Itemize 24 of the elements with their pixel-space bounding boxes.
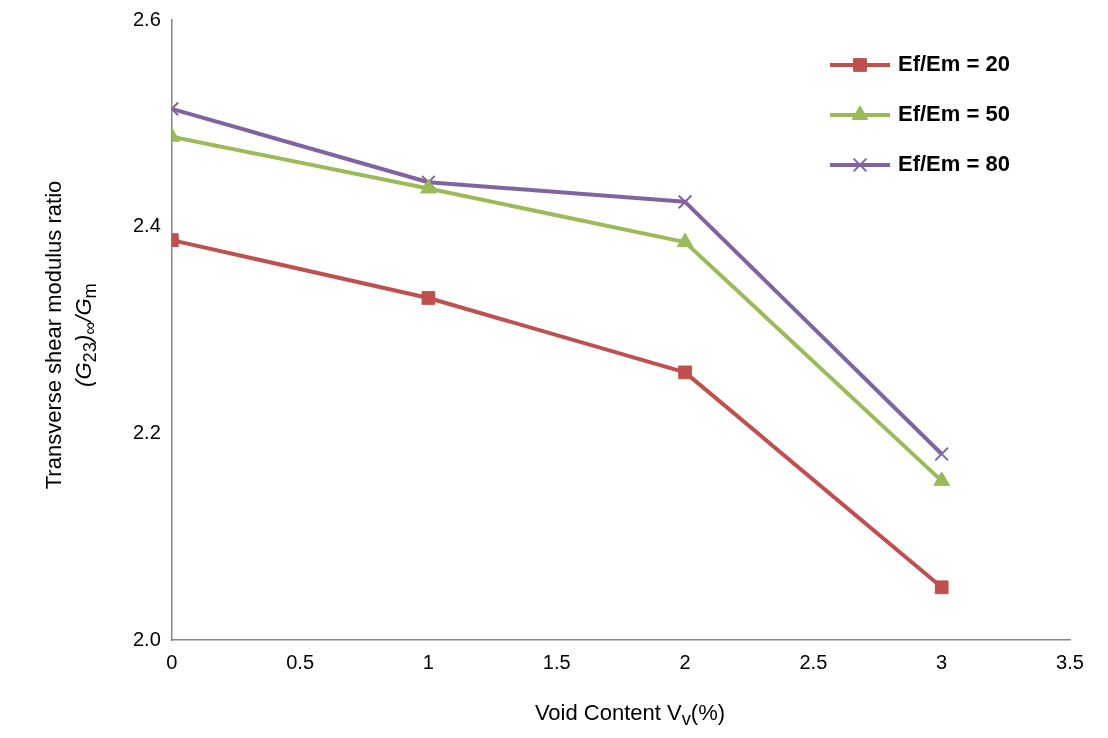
point: [934, 446, 950, 462]
x-axis-title: Void Content V$_{v}$(%): [534, 700, 726, 731]
y-tick-label: 2.2: [132, 420, 161, 443]
legend-label: Ef/Em = 80: [898, 151, 1010, 177]
x-tick-label: 1: [422, 650, 434, 673]
x-tick-label: 3: [936, 650, 948, 673]
x-tick-label: 0: [166, 650, 178, 673]
point: [420, 178, 437, 194]
x-tick-label: 1.5: [542, 650, 571, 673]
x-tick-label: 2.5: [799, 650, 828, 673]
point: [421, 174, 436, 190]
x-tick-label: 0.5: [286, 650, 315, 673]
point: [677, 194, 693, 210]
y-tick-label: 2.4: [132, 214, 161, 237]
point: [676, 232, 694, 248]
legend-label: Ef/Em = 50: [898, 101, 1010, 127]
legend-label: Ef/Em = 20: [898, 51, 1010, 77]
x-tick-label: 2: [679, 650, 691, 673]
x-tick-label: 3.5: [1056, 650, 1084, 673]
point: [421, 291, 436, 305]
point: [934, 580, 949, 595]
y-tick-label: 2.0: [132, 627, 161, 650]
point: [678, 365, 692, 380]
y-tick-label: 2.6: [132, 7, 161, 30]
